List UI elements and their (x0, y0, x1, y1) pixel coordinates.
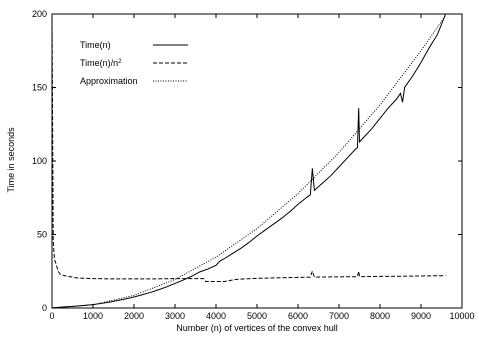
y-tick-label: 50 (37, 230, 47, 240)
y-axis-label-group: Time in seconds (6, 127, 16, 193)
x-axis-label: Number (n) of vertices of the convex hul… (176, 323, 338, 333)
legend-label-0: Time(n) (80, 40, 111, 50)
y-tick-label: 100 (32, 156, 47, 166)
x-tick-label: 1000 (83, 311, 103, 321)
legend: Time(n) Time(n)/n2 Approximation (80, 40, 188, 86)
x-tick-label: 6000 (288, 311, 308, 321)
y-tick-label: 150 (32, 83, 47, 93)
series-layer (51, 13, 447, 309)
plot-frame (51, 13, 463, 309)
series-line-1 (51, 13, 446, 283)
x-tick-label: 7000 (329, 311, 349, 321)
x-tick-label: 4000 (206, 311, 226, 321)
axis-ticks: 0 1000 2000 3000 4000 5000 6000 7000 8000 9000 100… (32, 9, 475, 321)
x-tick-label: 8000 (370, 311, 390, 321)
x-tick-label: 9000 (411, 311, 431, 321)
y-tick-label: 0 (42, 303, 47, 313)
legend-label-1: Time(n)/n2 (80, 58, 122, 68)
x-tick-label: 5000 (247, 311, 267, 321)
x-tick-label: 10000 (449, 311, 474, 321)
x-tick-label: 3000 (165, 311, 185, 321)
x-tick-label: 2000 (124, 311, 144, 321)
y-axis-label: Time in seconds (6, 127, 16, 193)
y-tick-label: 200 (32, 9, 47, 19)
x-tick-label: 0 (49, 311, 54, 321)
series-line-0 (51, 13, 447, 309)
legend-label-2: Approximation (80, 76, 138, 86)
